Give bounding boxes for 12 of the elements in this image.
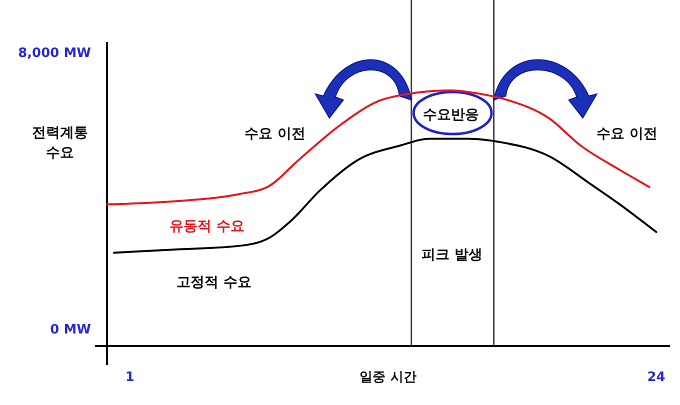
annotation: 수요반응 [423, 107, 479, 123]
y-tick-label: 8,000 MW [18, 46, 91, 61]
x-tick-label: 1 [125, 370, 134, 385]
annotation: 수요 이전 [596, 126, 658, 142]
annotation: 수요 이전 [244, 126, 306, 142]
annotation: 피크 발생 [422, 247, 482, 263]
x-axis-title: 일중 시간 [360, 370, 416, 385]
y-tick-label: 0 MW [50, 322, 91, 338]
y-axis-title: 전력계통 수요 [32, 125, 88, 161]
series-label: 유동적 수요 [170, 218, 244, 234]
series-label: 고정적 수요 [176, 274, 252, 291]
x-tick-label: 24 [647, 370, 666, 385]
